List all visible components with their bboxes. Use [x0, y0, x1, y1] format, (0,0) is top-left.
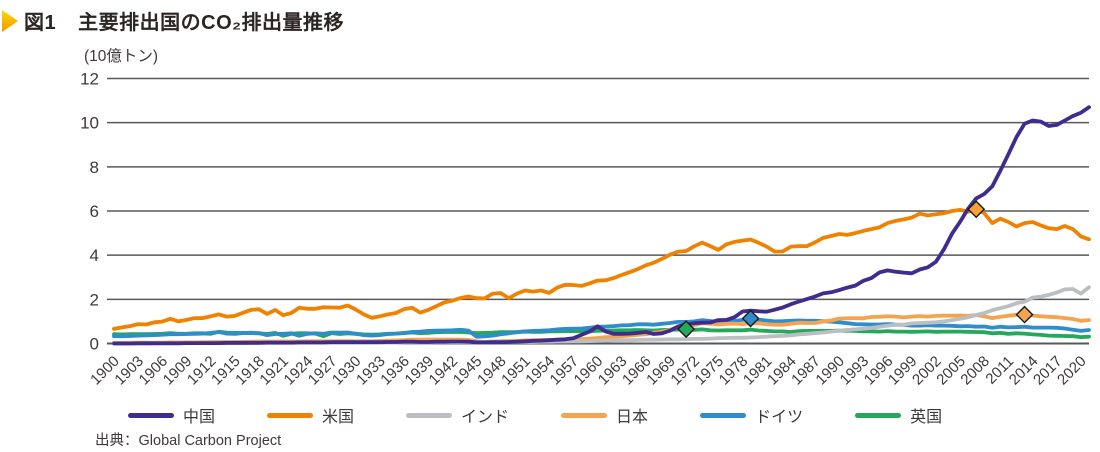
peak-marker-uk: [677, 320, 696, 339]
chart-legend: 中国 米国 インド 日本 ドイツ 英国: [128, 403, 942, 427]
figure-label: 図1: [24, 12, 57, 34]
y-tick-label-10: 10: [80, 114, 99, 133]
legend-swatch-china: [128, 412, 174, 418]
legend-swatch-usa: [267, 412, 314, 418]
figure-arrow-icon: [2, 9, 18, 32]
peak-marker-usa: [967, 200, 986, 219]
y-tick-label-8: 8: [90, 158, 99, 177]
y-tick-label-6: 6: [90, 202, 99, 221]
legend-label-germany: ドイツ: [755, 409, 804, 426]
legend-item-uk: 英国: [855, 403, 942, 427]
y-tick-label-0: 0: [90, 335, 99, 354]
legend-label-uk: 英国: [910, 409, 943, 426]
legend-item-india: インド: [406, 403, 509, 427]
legend-item-germany: ドイツ: [700, 403, 803, 427]
x-tick-label-2020: 2020: [1054, 353, 1090, 389]
figure-title: 主要排出国のCO₂排出量推移: [78, 12, 345, 34]
legend-label-china: 中国: [183, 409, 216, 426]
peak-marker-japan: [1015, 305, 1034, 324]
legend-label-india: インド: [461, 409, 510, 426]
legend-label-usa: 米国: [322, 409, 355, 426]
figure-header: 図1 主要排出国のCO₂排出量推移: [0, 6, 344, 35]
peak-marker-germany: [741, 309, 760, 328]
legend-swatch-germany: [700, 412, 747, 418]
legend-swatch-japan: [561, 412, 608, 418]
source-note: 出典：Global Carbon Project: [95, 433, 282, 449]
legend-item-china: 中国: [128, 403, 215, 427]
series-line-china: [112, 105, 1091, 346]
legend-item-usa: 米国: [267, 403, 354, 427]
y-axis-unit-label: (10億トン): [84, 47, 158, 65]
legend-swatch-india: [406, 412, 453, 418]
legend-item-japan: 日本: [561, 403, 648, 427]
series-line-usa: [112, 207, 1091, 331]
y-tick-label-2: 2: [90, 290, 99, 309]
legend-label-japan: 日本: [616, 409, 649, 426]
y-tick-label-4: 4: [90, 246, 99, 265]
y-tick-label-12: 12: [80, 70, 99, 89]
legend-swatch-uk: [855, 412, 902, 418]
